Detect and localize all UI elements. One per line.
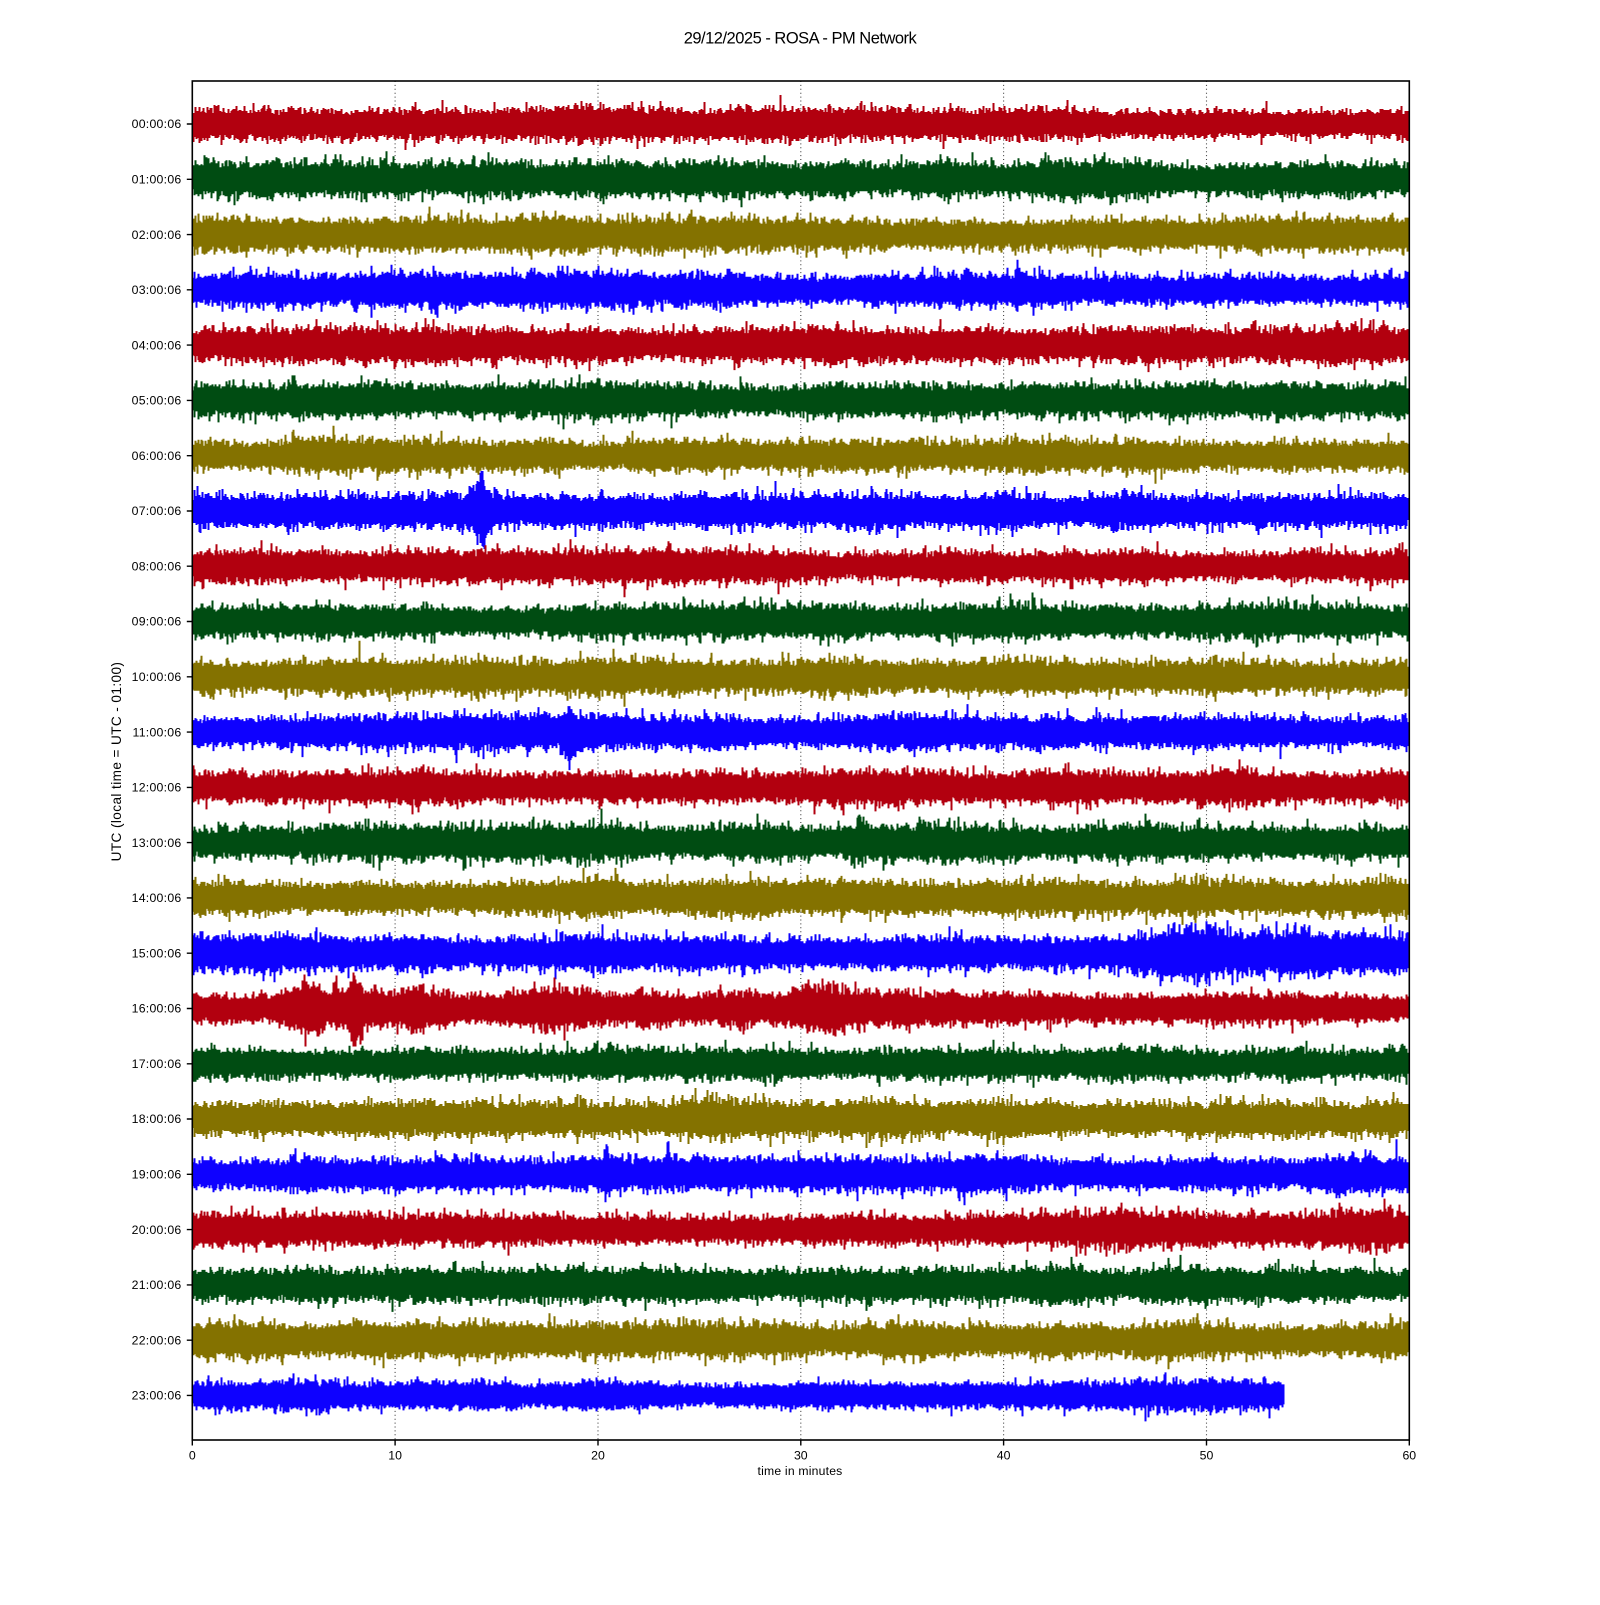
svg-text:18:00:06: 18:00:06 [132, 1112, 182, 1126]
svg-text:20:00:06: 20:00:06 [132, 1223, 182, 1237]
svg-text:22:00:06: 22:00:06 [132, 1333, 182, 1347]
svg-text:13:00:06: 13:00:06 [132, 836, 182, 850]
svg-text:20: 20 [591, 1449, 605, 1463]
svg-text:10: 10 [388, 1449, 402, 1463]
svg-text:09:00:06: 09:00:06 [132, 615, 182, 629]
svg-text:03:00:06: 03:00:06 [132, 283, 182, 297]
svg-text:00:00:06: 00:00:06 [132, 117, 182, 131]
svg-text:04:00:06: 04:00:06 [132, 338, 182, 352]
svg-text:time in minutes: time in minutes [758, 1464, 843, 1478]
svg-text:07:00:06: 07:00:06 [132, 504, 182, 518]
svg-text:23:00:06: 23:00:06 [132, 1389, 182, 1403]
svg-text:11:00:06: 11:00:06 [133, 725, 182, 739]
svg-text:UTC (local time = UTC - 01:00): UTC (local time = UTC - 01:00) [109, 662, 124, 862]
svg-text:19:00:06: 19:00:06 [132, 1168, 182, 1182]
svg-text:40: 40 [997, 1449, 1011, 1463]
svg-text:50: 50 [1200, 1449, 1214, 1463]
svg-text:14:00:06: 14:00:06 [132, 891, 182, 905]
svg-text:60: 60 [1402, 1449, 1416, 1463]
svg-text:21:00:06: 21:00:06 [132, 1278, 182, 1292]
svg-text:16:00:06: 16:00:06 [132, 1002, 182, 1016]
svg-text:02:00:06: 02:00:06 [132, 228, 182, 242]
svg-text:30: 30 [794, 1449, 808, 1463]
svg-text:10:00:06: 10:00:06 [132, 670, 182, 684]
svg-text:08:00:06: 08:00:06 [132, 559, 182, 573]
svg-text:12:00:06: 12:00:06 [132, 781, 182, 795]
svg-text:15:00:06: 15:00:06 [132, 946, 182, 960]
svg-text:01:00:06: 01:00:06 [132, 173, 182, 187]
svg-text:0: 0 [189, 1449, 196, 1463]
svg-text:17:00:06: 17:00:06 [132, 1057, 182, 1071]
svg-text:05:00:06: 05:00:06 [132, 394, 182, 408]
svg-text:29/12/2025 - ROSA - PM Network: 29/12/2025 - ROSA - PM Network [684, 30, 918, 48]
svg-text:06:00:06: 06:00:06 [132, 449, 182, 463]
